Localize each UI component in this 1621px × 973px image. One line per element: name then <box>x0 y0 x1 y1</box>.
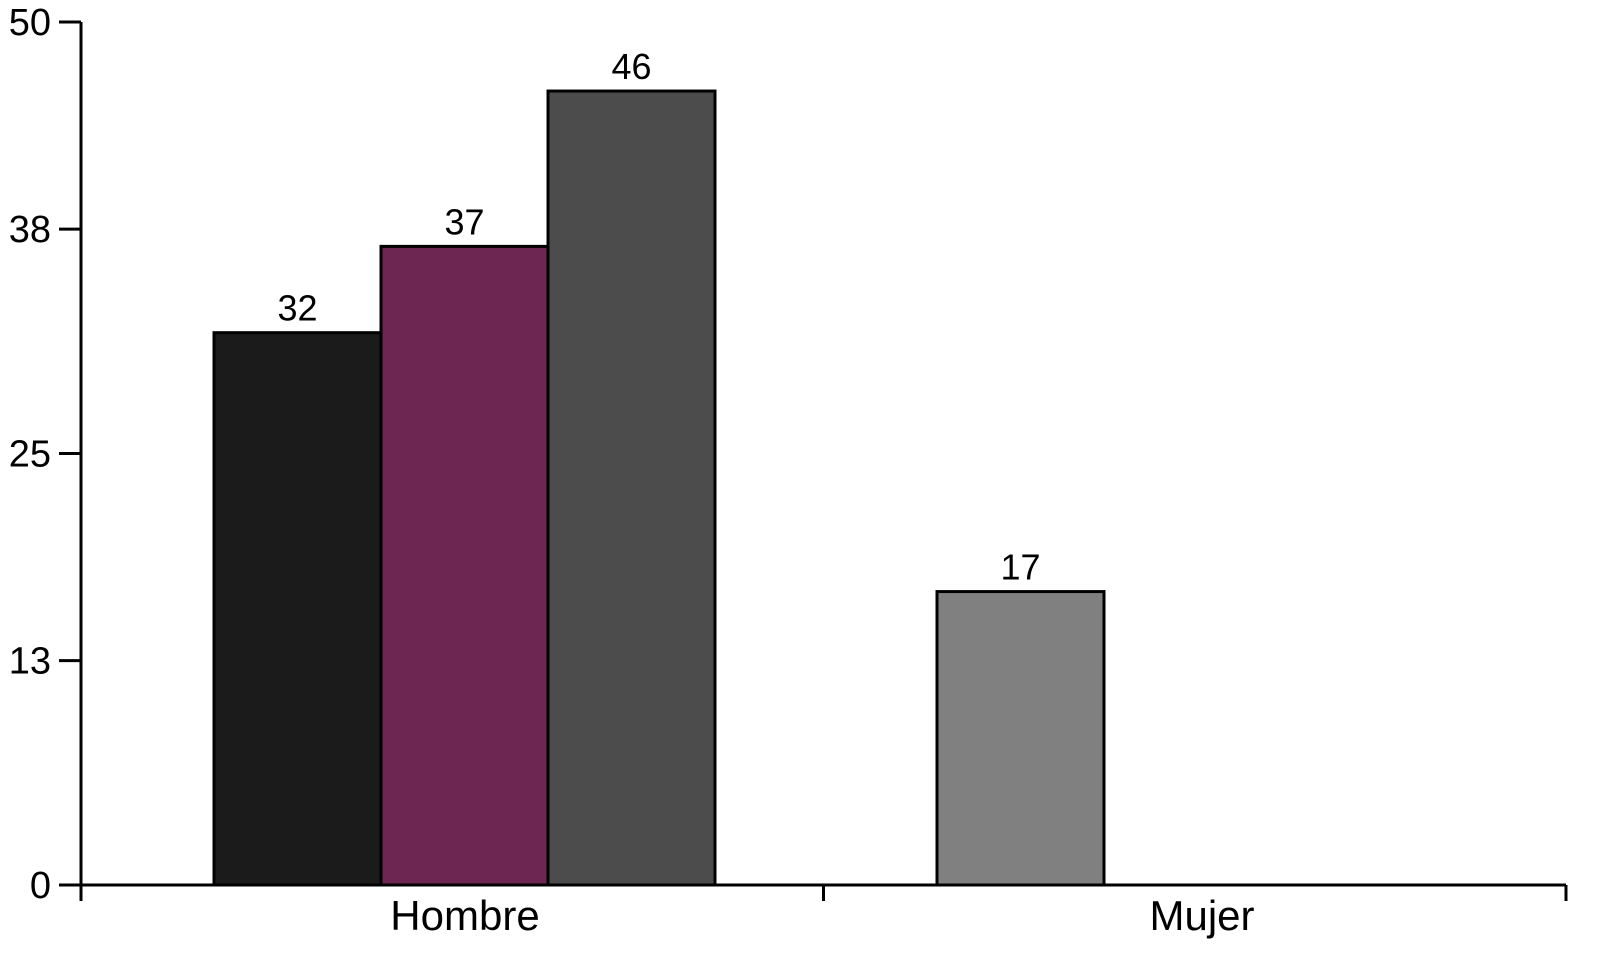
y-ticks: 0 13 25 38 50 <box>9 2 81 907</box>
data-label-hombre-1: 37 <box>444 201 484 242</box>
y-tick-label-25: 25 <box>9 434 51 476</box>
data-label-mujer-3: 17 <box>1000 547 1040 588</box>
bars-layer <box>212 89 1106 887</box>
data-labels: 32 37 46 17 <box>277 46 1040 588</box>
y-tick-label-50: 50 <box>9 2 51 44</box>
bar-hombre-2 <box>546 89 717 887</box>
x-category-label-mujer: Mujer <box>1149 892 1254 939</box>
y-tick-label-38: 38 <box>9 209 51 251</box>
y-tick-label-0: 0 <box>30 865 51 907</box>
bar-hombre-1 <box>379 244 550 887</box>
data-label-hombre-0: 32 <box>277 288 317 329</box>
bar-hombre-0 <box>212 331 383 887</box>
x-ticks: Hombre Mujer <box>79 885 1568 939</box>
y-tick-label-13: 13 <box>9 641 51 683</box>
x-category-label-hombre: Hombre <box>390 892 539 939</box>
data-label-hombre-2: 46 <box>611 46 651 87</box>
bar-mujer-3 <box>935 590 1106 887</box>
